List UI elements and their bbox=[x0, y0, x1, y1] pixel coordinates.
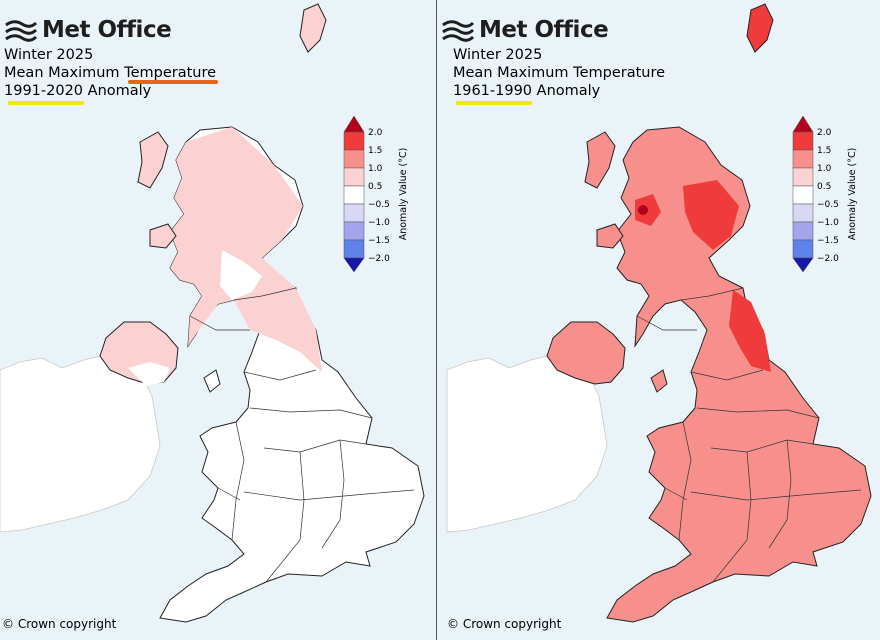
uk-anomaly-map bbox=[0, 3, 425, 623]
legend-tick: 1.0 bbox=[368, 164, 383, 174]
baseline-label: 1991-2020 Anomaly bbox=[4, 83, 152, 99]
legend-tick: −1.5 bbox=[817, 236, 839, 246]
anomaly-legend: 2.0 1.5 1.0 0.5 −0.5 −1.0 −1.5 −2.0 Anom… bbox=[792, 115, 858, 273]
legend-tick: 1.5 bbox=[817, 146, 831, 156]
map-panel-1991-2020: Met Office Winter 2025 Mean Maximum Temp… bbox=[0, 0, 436, 640]
panel-divider bbox=[436, 0, 437, 640]
anomaly-zone-1p5-2p0 bbox=[683, 180, 739, 250]
yellow-underline-annotation bbox=[8, 101, 84, 105]
legend-tick: 1.0 bbox=[817, 164, 832, 174]
logo-text: Met Office bbox=[42, 17, 172, 43]
legend-tick: −1.5 bbox=[368, 236, 390, 246]
anomaly-zone-1p5-2p0 bbox=[729, 290, 771, 372]
baseline-label: 1961-1990 Anomaly bbox=[453, 83, 601, 99]
legend-tick: 0.5 bbox=[817, 182, 831, 192]
legend-tick: −2.0 bbox=[817, 254, 839, 264]
map-panel-1961-1990: Met Office Winter 2025 Mean Maximum Temp… bbox=[437, 0, 880, 640]
legend-title: Anomaly Value (°C) bbox=[398, 148, 409, 241]
legend-tick: −1.0 bbox=[368, 218, 390, 228]
copyright-notice: © Crown copyright bbox=[447, 617, 562, 631]
variable-label: Mean Maximum Temperature bbox=[453, 65, 666, 81]
map-title: Winter 2025 Mean Maximum Temperature 196… bbox=[453, 46, 665, 100]
met-office-logo: Met Office bbox=[4, 17, 172, 43]
legend-tick: 0.5 bbox=[368, 182, 382, 192]
met-office-swirl-icon bbox=[5, 20, 38, 42]
legend-title: Anomaly Value (°C) bbox=[847, 148, 858, 241]
legend-tick: −2.0 bbox=[368, 254, 390, 264]
logo-text: Met Office bbox=[479, 17, 609, 43]
met-office-logo: Met Office bbox=[441, 17, 609, 43]
season-label: Winter 2025 bbox=[4, 47, 94, 63]
met-office-swirl-icon bbox=[442, 20, 475, 42]
copyright-notice: © Crown copyright bbox=[2, 617, 117, 631]
season-label: Winter 2025 bbox=[453, 47, 543, 63]
orange-underline-annotation bbox=[128, 80, 218, 84]
yellow-underline-annotation bbox=[456, 101, 532, 105]
legend-tick: −1.0 bbox=[817, 218, 839, 228]
legend-tick: −0.5 bbox=[368, 200, 390, 210]
legend-tick: 2.0 bbox=[817, 128, 832, 138]
map-title: Winter 2025 Mean Maximum Temperature 199… bbox=[4, 46, 216, 100]
legend-tick: −0.5 bbox=[817, 200, 839, 210]
variable-label: Mean Maximum Temperature bbox=[4, 65, 217, 81]
anomaly-zone-0p5-1p0 bbox=[170, 127, 322, 372]
legend-tick: 1.5 bbox=[368, 146, 382, 156]
legend-tick: 2.0 bbox=[368, 128, 383, 138]
anomaly-legend: 2.0 1.5 1.0 0.5 −0.5 −1.0 −1.5 −2.0 Anom… bbox=[343, 115, 409, 273]
uk-anomaly-map bbox=[446, 3, 872, 623]
